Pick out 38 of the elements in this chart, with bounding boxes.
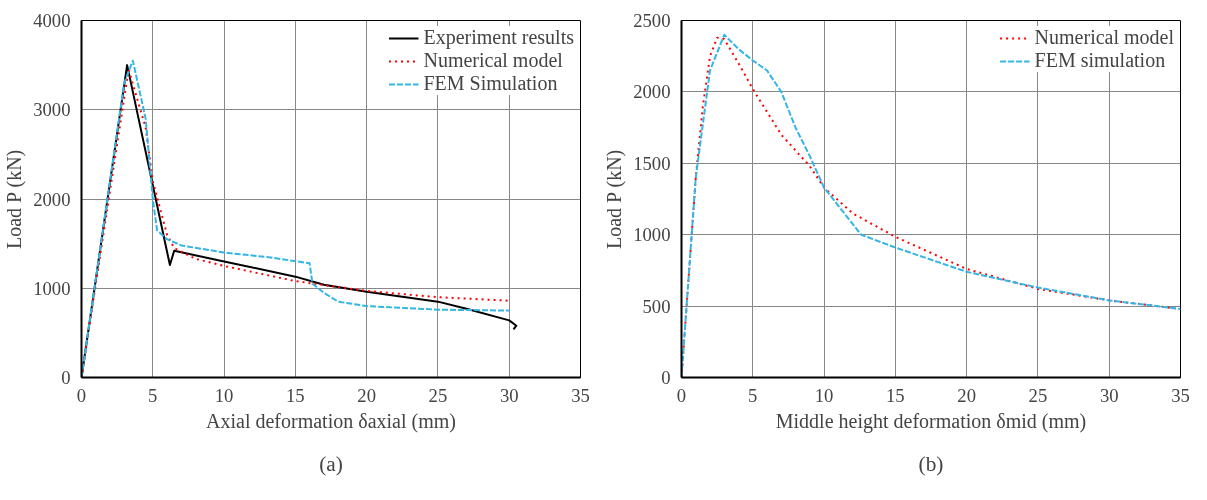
x-tick-label: 25 [1028,384,1048,406]
y-axis-title: Load P (kN) [603,149,627,249]
y-tick-label: 1000 [33,277,71,299]
x-axis-title: Middle height deformation δmid (mm) [775,409,1087,433]
y-tick-label: 2000 [633,81,671,103]
legend-label: FEM Simulation [423,72,558,95]
x-tick-label: 20 [957,384,976,406]
x-tick-label: 10 [214,384,234,406]
x-tick-label: 30 [499,384,519,406]
legend-label: Experiment results [423,26,574,49]
y-tick-label: 0 [61,367,71,388]
y-tick-label: 1000 [633,224,671,246]
x-tick-label: 5 [748,384,758,406]
x-tick-label: 15 [886,384,905,406]
x-axis-title: Axial deformation δaxial (mm) [206,409,456,433]
x-tick-label: 0 [676,384,687,406]
x-tick-label: 35 [571,384,590,406]
x-tick-label: 20 [357,384,376,406]
text: (a) [319,451,343,476]
x-tick-label: 5 [148,384,158,406]
x-tick-label: 10 [814,384,834,406]
y-tick-label: 2500 [633,10,671,31]
y-tick-label: 1500 [633,152,671,174]
x-tick-label: 0 [76,384,87,406]
legend-label: FEM simulation [1034,49,1166,72]
y-tick-label: 4000 [33,10,71,31]
y-tick-label: 0 [661,367,671,388]
text: (b) [918,451,944,476]
x-tick-label: 35 [1171,384,1190,406]
x-tick-label: 15 [286,384,305,406]
x-tick-label: 30 [1099,384,1119,406]
legend-label: Numerical model [423,49,563,72]
legend-label: Numerical model [1034,26,1174,49]
y-axis-title: Load P (kN) [3,149,27,249]
y-tick-label: 500 [642,295,671,317]
y-tick-label: 2000 [33,188,71,210]
x-tick-label: 25 [428,384,448,406]
y-tick-label: 3000 [33,99,71,121]
